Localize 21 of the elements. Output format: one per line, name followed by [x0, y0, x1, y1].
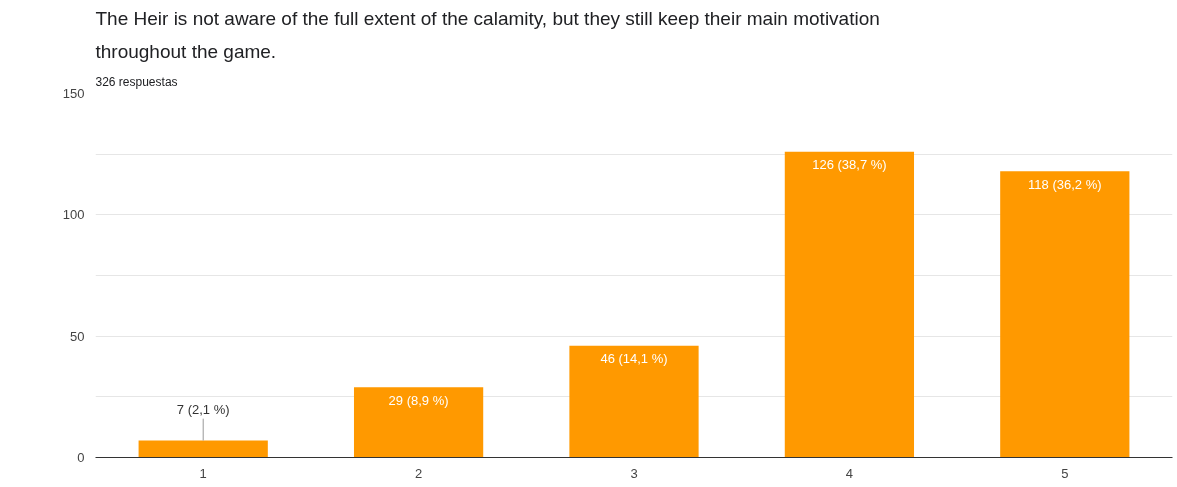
bar: [784, 151, 915, 458]
chart-title: The Heir is not aware of the full extent of the calamity, but they still keep their main motivation throughout the game.: [95, 7, 880, 63]
chart-subtitle: 326 respuestas: [95, 74, 178, 89]
x-tick-label: 1: [199, 465, 207, 481]
x-tick-label: 4: [845, 465, 854, 481]
data-label: 126 (38,7 %): [812, 157, 887, 173]
bar: [138, 440, 268, 458]
y-tick-label: 0: [77, 450, 85, 465]
data-label: 46 (14,1 %): [600, 351, 668, 367]
y-tick-label: 50: [70, 328, 85, 344]
bar: [569, 345, 699, 458]
x-tick-label: 3: [630, 465, 638, 481]
bar: [1000, 171, 1130, 458]
y-tick-label: 100: [62, 207, 85, 223]
y-tick-label: 150: [62, 86, 85, 101]
bar: [353, 387, 484, 458]
x-tick-label: 2: [414, 465, 423, 481]
x-tick-label: 5: [1061, 465, 1069, 481]
data-label: 7 (2,1 %): [176, 401, 230, 417]
data-label: 29 (8,9 %): [388, 392, 449, 408]
data-label: 118 (36,2 %): [1028, 176, 1102, 192]
